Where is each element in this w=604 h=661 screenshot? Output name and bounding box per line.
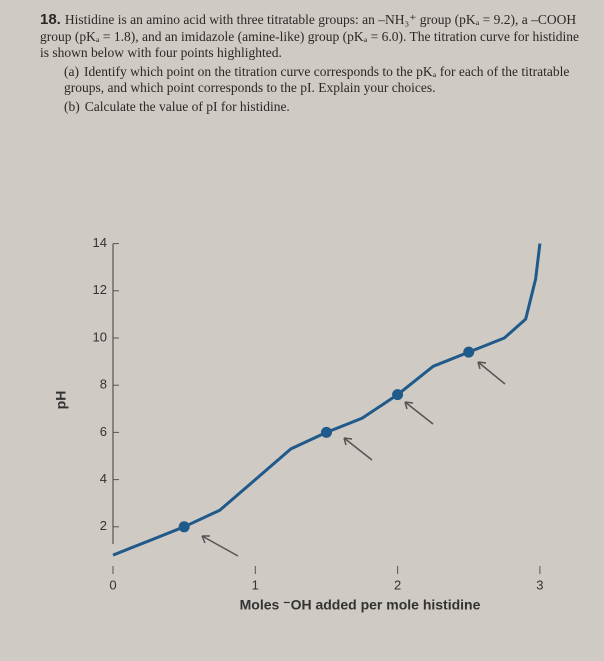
question-stem: 18. Histidine is an amino acid with three…: [40, 11, 590, 62]
arrow: [404, 401, 434, 425]
y-tick-label: 10: [93, 329, 107, 344]
question: 18. Histidine is an amino acid with three…: [40, 11, 590, 116]
part-text: Calculate the value of pI for histidine.: [84, 98, 290, 114]
question-text: Histidine is an amino acid with three ti…: [40, 12, 579, 60]
y-tick-label: 6: [100, 424, 107, 439]
part-label: (b): [64, 98, 80, 114]
x-tick-label: 1: [252, 577, 259, 592]
y-axis-label: pH: [53, 391, 69, 410]
highlight-point: [178, 521, 190, 533]
x-axis-label: Moles ⁻OH added per mole histidine: [240, 597, 481, 613]
arrows: [201, 361, 506, 557]
y-tick-label: 2: [100, 518, 107, 533]
part-label: (a): [64, 63, 79, 79]
part: (b) Calculate the value of pI for histidi…: [64, 99, 590, 116]
x-tick-label: 2: [394, 577, 401, 592]
y-tick-label: 14: [93, 235, 107, 250]
arrow: [343, 437, 373, 461]
y-tick-label: 12: [93, 282, 107, 297]
highlight-point: [320, 426, 332, 438]
curve: [112, 243, 542, 557]
y-tick-label: 4: [100, 471, 107, 486]
highlight-point: [392, 389, 404, 401]
highlight-point: [463, 346, 475, 358]
x-tick-label: 3: [536, 577, 543, 592]
x-tick-label: 0: [109, 577, 116, 592]
arrow: [201, 535, 239, 557]
part-text: Identify which point on the titration cu…: [64, 63, 570, 96]
y-tick-label: 8: [100, 377, 107, 392]
question-number: 18.: [40, 11, 61, 28]
arrow: [477, 361, 506, 385]
part: (a) Identify which point on the titration…: [64, 64, 590, 97]
